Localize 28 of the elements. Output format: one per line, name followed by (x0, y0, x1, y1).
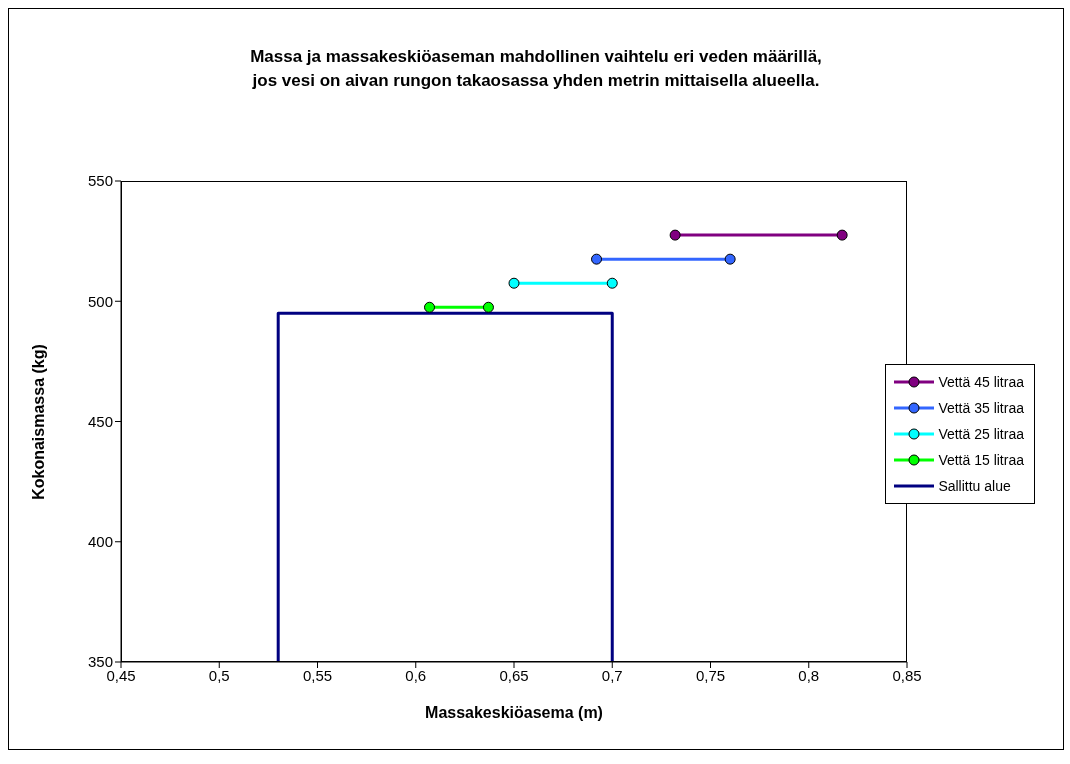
y-tick-label: 500 (87, 292, 113, 310)
legend-label: Vettä 45 litraa (938, 374, 1024, 390)
legend-label: Vettä 15 litraa (938, 452, 1024, 468)
x-tick-label: 0,65 (499, 666, 529, 684)
y-tick-label: 550 (87, 172, 113, 190)
x-tick-label: 0,85 (892, 666, 922, 684)
point (508, 277, 520, 289)
x-tick-label: 0,6 (405, 666, 427, 684)
point (836, 229, 848, 241)
x-tick-label: 0,7 (601, 666, 623, 684)
point (482, 301, 494, 313)
x-tick-label: 0,8 (798, 666, 820, 684)
x-axis-title: Massakeskiöasema (m) (424, 704, 604, 722)
x-tick-label: 0,5 (208, 666, 230, 684)
point (606, 277, 618, 289)
chart-title: Massa ja massakeskiöaseman mahdollinen vaihtelu eri veden määrillä, jos vesi on aivan rungon takaosassa yhden metrin mittaisella alueella. (249, 46, 823, 92)
point (591, 253, 603, 265)
legend-label: Vettä 35 litraa (938, 400, 1024, 416)
y-axis-title: Kokonaismassa (kg) (30, 343, 48, 500)
x-tick-label: 0,55 (302, 666, 333, 684)
point (669, 229, 681, 241)
legend-label: Vettä 25 litraa (938, 426, 1024, 442)
point (724, 253, 736, 265)
y-tick-label: 450 (87, 412, 113, 430)
point (424, 301, 436, 313)
x-tick-label: 0,75 (695, 666, 726, 684)
legend-label: Sallittu alue (938, 478, 1011, 494)
y-tick-label: 400 (87, 533, 113, 551)
